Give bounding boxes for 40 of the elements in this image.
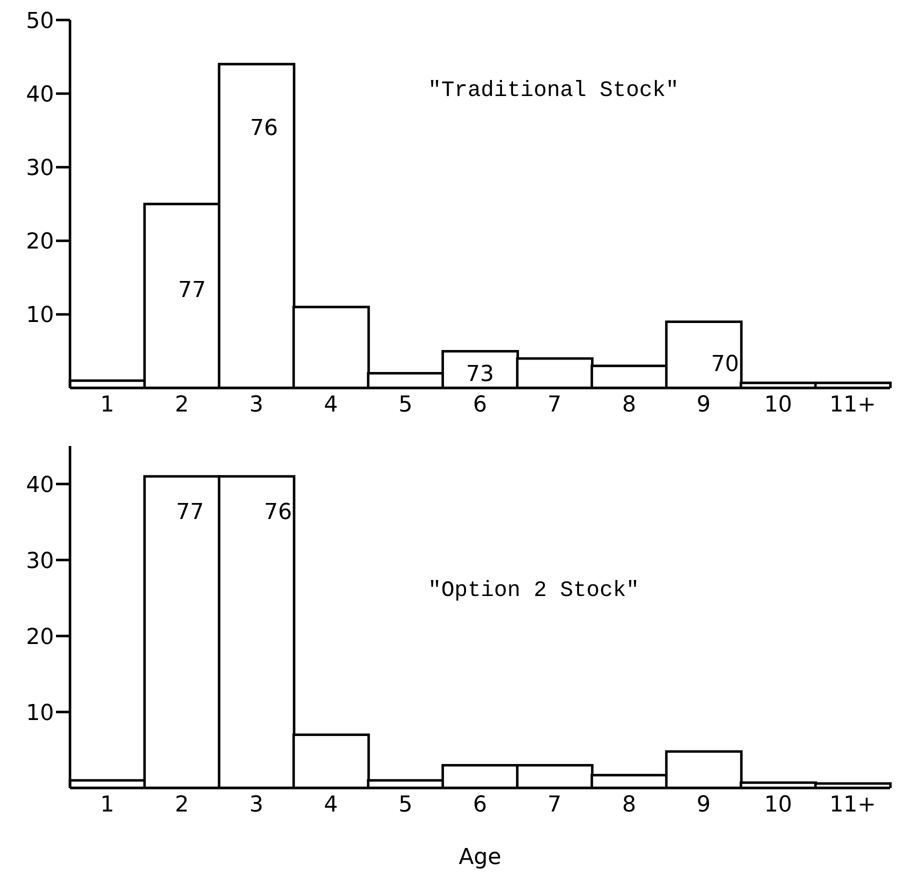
x-tick-label: 10 <box>764 392 792 418</box>
x-tick-label: 3 <box>249 392 264 418</box>
x-axis-title: Age <box>458 845 502 870</box>
x-tick-label: 6 <box>473 792 487 818</box>
y-tick-label: 40 <box>26 82 54 108</box>
y-tick-label: 10 <box>26 303 54 328</box>
x-tick-label: 6 <box>473 392 487 418</box>
y-tick-label: 20 <box>26 230 54 255</box>
x-tick-label: 2 <box>174 792 189 818</box>
annotation: 76 <box>264 500 292 525</box>
x-tick-label: 4 <box>324 792 338 818</box>
x-tick-label: 5 <box>398 392 412 418</box>
x-tick-label: 9 <box>696 792 711 818</box>
y-tick-label: 50 <box>26 8 54 34</box>
x-tick-label: 7 <box>548 392 562 418</box>
x-tick-label: 11+ <box>830 392 876 418</box>
x-tick-label: 1 <box>100 392 114 418</box>
text: "Option 2 Stock" <box>428 578 640 603</box>
annotation: 77 <box>178 278 206 303</box>
y-tick-label: 30 <box>26 548 54 574</box>
annotation: 73 <box>466 362 494 387</box>
annotation: 77 <box>176 500 204 525</box>
x-tick-label: 10 <box>764 792 792 818</box>
annotation: 76 <box>250 116 278 141</box>
text: "Traditional Stock" <box>428 78 679 103</box>
x-tick-label: 2 <box>174 392 189 418</box>
x-tick-label: 4 <box>324 392 338 418</box>
x-tick-label: 9 <box>696 392 711 418</box>
x-tick-label: 8 <box>622 792 636 818</box>
x-tick-label: 1 <box>100 792 114 818</box>
y-tick-label: 40 <box>26 472 54 498</box>
x-tick-label: 3 <box>249 792 264 818</box>
y-tick-label: 30 <box>26 156 54 182</box>
annotation: 70 <box>711 352 739 377</box>
x-tick-label: 5 <box>398 792 412 818</box>
x-tick-label: 11+ <box>830 792 876 818</box>
y-tick-label: 20 <box>26 624 54 650</box>
y-tick-label: 10 <box>26 700 54 726</box>
x-tick-label: 7 <box>548 792 562 818</box>
x-tick-label: 8 <box>622 392 636 418</box>
